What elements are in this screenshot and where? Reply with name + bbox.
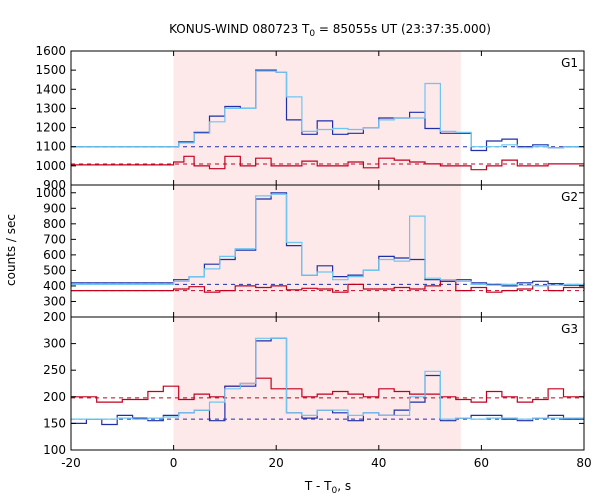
series-red-line	[71, 280, 585, 293]
panel-name-label: G2	[561, 190, 578, 204]
y-tick-label: 600	[43, 248, 66, 262]
x-axis-label-prefix: T - T	[304, 479, 332, 493]
chart-title-suffix: = 85055s UT (23:37:35.000)	[315, 22, 491, 36]
x-axis-label-subscript: 0	[332, 486, 338, 496]
y-tick-label: 1300	[35, 101, 66, 115]
panel-name-label: G1	[561, 56, 578, 70]
y-tick-label: 300	[43, 294, 66, 308]
y-tick-label: 1400	[35, 82, 66, 96]
series-lightblue-line	[71, 70, 584, 149]
y-tick-label: 700	[43, 232, 66, 246]
panel-g3: 100 150 200 250 300 G3	[43, 316, 585, 457]
x-axis-label: T - T0, s	[304, 479, 351, 496]
y-tick-label: 200	[43, 390, 66, 404]
x-tick-label: 0	[170, 456, 178, 470]
y-tick-label: 1000	[35, 186, 66, 200]
panel-g1: 900 1000 1100 1200 1300 1400 1500 1600 G1	[35, 44, 585, 192]
series-lightblue-line	[71, 193, 585, 287]
series-lightblue-line	[71, 337, 584, 420]
x-tick-label: 60	[474, 456, 489, 470]
y-tick-label: 800	[43, 217, 66, 231]
y-tick-label: 150	[43, 416, 66, 430]
y-tick-label: 400	[43, 279, 66, 293]
x-tick-label: -20	[61, 456, 81, 470]
y-tick-label: 900	[43, 178, 66, 192]
chart-title-subscript: 0	[309, 29, 315, 39]
y-tick-label: 250	[43, 363, 66, 377]
y-tick-label: 100	[43, 443, 66, 457]
panels-layer: 9001000110012001300140015001600G12003004…	[35, 44, 591, 470]
y-tick-label: 1100	[35, 140, 66, 154]
y-tick-label: 1500	[35, 63, 66, 77]
y-tick-label: 1600	[35, 44, 66, 58]
y-tick-label: 200	[43, 310, 66, 324]
x-axis-label-suffix: , s	[337, 479, 351, 493]
x-tick-label: 80	[576, 456, 591, 470]
chart-title-prefix: KONUS-WIND 080723 T	[169, 22, 310, 36]
x-tick-label: 20	[269, 456, 284, 470]
chart-title: KONUS-WIND 080723 T0 = 85055s UT (23:37:…	[169, 22, 491, 39]
x-tick-label: 40	[371, 456, 386, 470]
y-axis-label: counts / sec	[4, 214, 18, 286]
y-tick-label: 300	[43, 337, 66, 351]
y-tick-label: 500	[43, 263, 66, 277]
y-tick-label: 1200	[35, 121, 66, 135]
panel-frame	[70, 316, 585, 451]
burst-interval-highlight	[173, 51, 461, 450]
series-red-line	[71, 377, 585, 403]
panel-name-label: G3	[561, 322, 578, 336]
y-tick-label: 900	[43, 201, 66, 215]
series-red-line	[71, 155, 584, 171]
y-tick-label: 1000	[35, 159, 66, 173]
